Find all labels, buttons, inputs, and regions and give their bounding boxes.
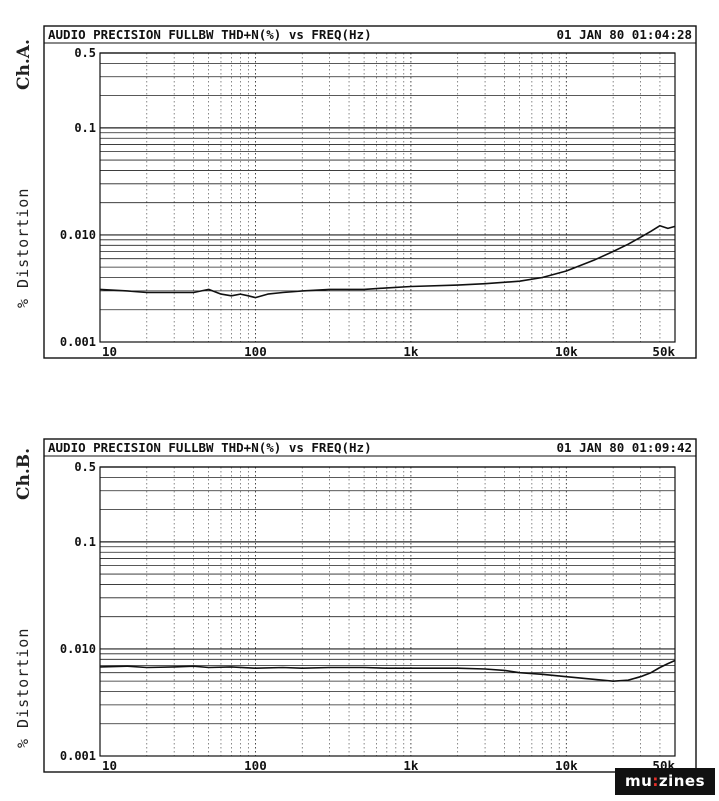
x-tick-label: 1k xyxy=(403,758,419,773)
chart-timestamp: 01 JAN 80 01:09:42 xyxy=(557,440,692,455)
channel-b-ylabel: % Distortion xyxy=(14,627,32,748)
chart-frame xyxy=(43,25,697,359)
chart-title: AUDIO PRECISION FULLBW THD+N(%) vs FREQ(… xyxy=(48,27,372,42)
y-tick-label: 0.5 xyxy=(74,460,96,474)
y-tick-label: 0.010 xyxy=(60,642,96,656)
thd-curve xyxy=(99,659,676,683)
logo-colon: : xyxy=(652,772,659,790)
plot-area xyxy=(99,52,676,343)
x-tick-label: 100 xyxy=(244,344,267,359)
x-tick-label: 10 xyxy=(102,344,117,359)
channel-b-label: Ch.B. xyxy=(14,447,34,500)
x-tick-label: 50k xyxy=(652,344,675,359)
x-tick-label: 100 xyxy=(244,758,267,773)
x-tick-label: 10k xyxy=(555,758,578,773)
chart-panel-b: AUDIO PRECISION FULLBW THD+N(%) vs FREQ(… xyxy=(43,438,697,773)
chart-title: AUDIO PRECISION FULLBW THD+N(%) vs FREQ(… xyxy=(48,440,372,455)
y-tick-label: 0.010 xyxy=(60,228,96,242)
muzines-logo: mu:zines xyxy=(615,768,715,795)
y-tick-label: 0.1 xyxy=(74,535,96,549)
thd-curve xyxy=(99,224,676,299)
logo-text-zines: zines xyxy=(658,772,705,790)
chart-timestamp: 01 JAN 80 01:04:28 xyxy=(557,27,692,42)
x-tick-label: 1k xyxy=(403,344,419,359)
x-tick-label: 10k xyxy=(555,344,578,359)
x-tick-label: 10 xyxy=(102,758,117,773)
y-tick-label: 0.5 xyxy=(74,46,96,60)
chart-frame xyxy=(43,438,697,773)
logo-text-mu: mu xyxy=(625,772,653,790)
channel-a-label: Ch.A. xyxy=(14,39,34,90)
plot-area xyxy=(99,466,676,757)
chart-panel-a: AUDIO PRECISION FULLBW THD+N(%) vs FREQ(… xyxy=(43,25,697,359)
y-tick-label: 0.001 xyxy=(60,335,96,349)
y-tick-label: 0.1 xyxy=(74,121,96,135)
channel-a-ylabel: % Distortion xyxy=(14,187,32,308)
y-tick-label: 0.001 xyxy=(60,749,96,763)
